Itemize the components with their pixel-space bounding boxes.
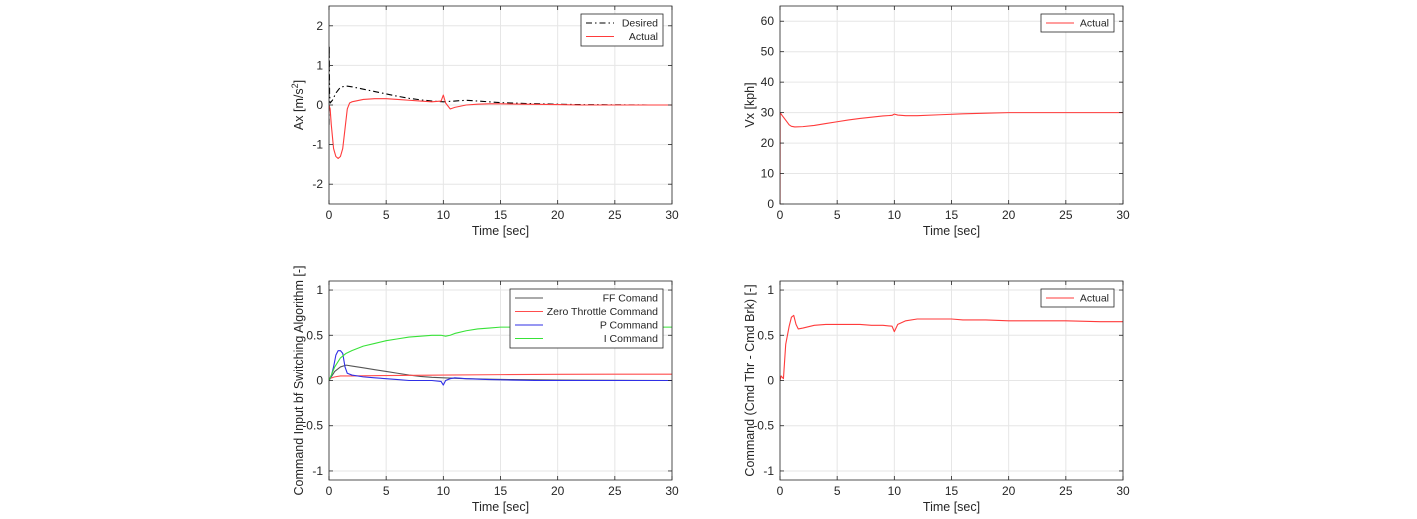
legend-entry: FF Comand [603,293,659,305]
y-tick-label: 0.5 [306,328,323,342]
y-axis-label-end: ] [292,80,306,83]
x-tick-label: 0 [777,208,784,222]
x-axis-label: Time [sec] [472,500,529,514]
legend-box [580,13,664,47]
x-tick-label: 0 [777,484,784,498]
x-tick-label: 20 [551,208,565,222]
x-tick-label: 10 [888,484,902,498]
y-tick-label: 2 [316,19,323,33]
y-tick-label: 1 [316,58,323,72]
x-tick-label: 15 [945,208,959,222]
x-tick-label: 30 [1116,484,1130,498]
subplot-3: 0 5 10 15 20 25 30 -1 -0.5 0 0.5 1 Time [sec] Command… [292,266,679,514]
x-tick-label: 10 [888,208,902,222]
x-tick-label: 25 [1059,208,1073,222]
y-axis-label: Command Input bf Switching Algorithm [-] [292,266,306,496]
subplot-4: 0 5 10 15 20 25 30 -1 -0.5 0 0.5 1 Time [sec] Command… [743,280,1130,514]
y-tick-label: 30 [761,106,775,120]
x-tick-label: 30 [665,208,679,222]
x-tick-label: 25 [608,208,622,222]
x-tick-label: 10 [437,208,451,222]
series-group [780,314,1123,381]
subplot-2: 0 5 10 15 20 25 30 0 10 20 30 40 50 60 Time [sec] Vx [k… [743,5,1130,238]
x-tick-label: 20 [551,484,565,498]
legend: Actual [1040,13,1115,33]
x-tick-label: 15 [494,484,508,498]
series-line-3 [329,350,672,386]
legend: Actual [1040,288,1115,308]
legend-entry: P Command [600,320,658,332]
y-axis-label-main: Command Input bf Switching Algorithm [-] [292,266,306,496]
x-tick-label: 20 [1002,208,1016,222]
y-axis-label-sup: 2 [290,83,300,88]
x-tick-label: 25 [1059,484,1073,498]
legend-entry: Actual [1080,18,1109,30]
y-tick-label: 40 [761,75,775,89]
x-tick-label: 5 [834,208,841,222]
y-tick-label: -1 [312,464,323,478]
series-line-1 [780,112,1123,204]
y-axis-label: Command (Cmd Thr - Cmd Brk) [-] [743,284,757,476]
y-tick-label: 0 [316,374,323,388]
series-group [780,112,1123,204]
y-tick-label: 0.5 [757,328,774,342]
y-tick-label: 0 [767,374,774,388]
legend-entry: Zero Throttle Command [547,306,658,318]
y-tick-label: -1 [312,138,323,152]
y-tick-label: 0 [316,98,323,112]
y-axis-label: Ax [m/s2] [290,80,306,130]
x-tick-label: 0 [326,484,333,498]
x-tick-label: 30 [665,484,679,498]
legend-entry: Actual [629,31,658,43]
y-tick-label: 50 [761,45,775,59]
series-line-1 [780,314,1123,381]
y-tick-label: -0.5 [302,419,323,433]
series-group [329,45,672,160]
legend-entry: Desired [622,18,658,30]
y-tick-label: 60 [761,14,775,28]
x-tick-label: 15 [945,484,959,498]
y-axis-label-main: Command (Cmd Thr - Cmd Brk) [-] [743,284,757,476]
series-line-2 [329,373,672,380]
y-tick-label: -1 [763,464,774,478]
y-tick-label: -0.5 [753,419,774,433]
x-tick-label: 10 [437,484,451,498]
legend-box [1040,288,1115,308]
y-axis-label-main: Vx [kph] [743,82,757,127]
x-axis-label: Time [sec] [923,500,980,514]
x-tick-label: 5 [834,484,841,498]
x-tick-label: 30 [1116,208,1130,222]
x-tick-label: 15 [494,208,508,222]
legend-entry: I Command [604,333,658,345]
x-tick-label: 5 [383,208,390,222]
series-line-1 [329,45,672,125]
x-tick-label: 20 [1002,484,1016,498]
x-axis-label: Time [sec] [923,224,980,238]
y-tick-label: 1 [767,283,774,297]
x-tick-label: 0 [326,208,333,222]
x-axis-label: Time [sec] [472,224,529,238]
legend-entry: Actual [1080,293,1109,305]
series-line-2 [329,94,672,160]
x-tick-label: 5 [383,484,390,498]
y-tick-label: 10 [761,167,775,181]
y-tick-label: 1 [316,283,323,297]
y-tick-label: 0 [767,197,774,211]
x-tick-label: 25 [608,484,622,498]
y-tick-label: 20 [761,136,775,150]
y-tick-label: -2 [312,177,323,191]
y-axis-label-main: Ax [m/s [292,88,306,130]
y-axis-label: Vx [kph] [743,82,757,127]
legend-box [1040,13,1115,33]
